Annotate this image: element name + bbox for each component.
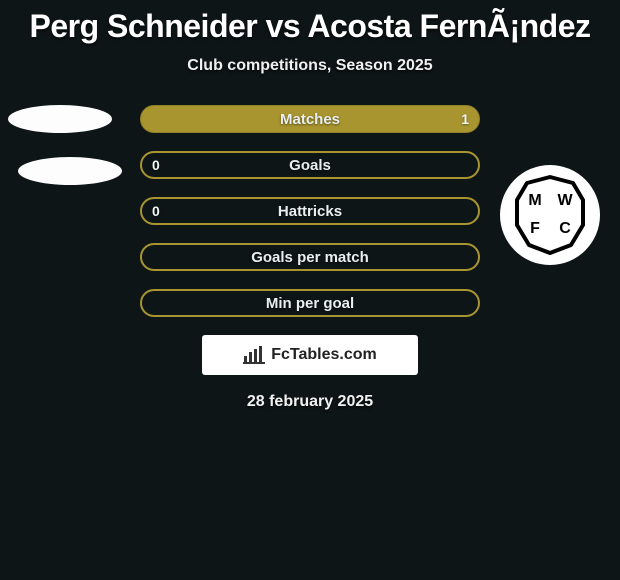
stat-row-min-per-goal: Min per goal bbox=[140, 289, 480, 317]
shield-icon: M W F C bbox=[513, 175, 587, 255]
stat-row-goals: 0 Goals bbox=[140, 151, 480, 179]
stat-label: Goals bbox=[142, 157, 478, 174]
stat-label: Min per goal bbox=[142, 295, 478, 312]
logo-letter-c: C bbox=[559, 220, 571, 237]
logo-letter-f: F bbox=[530, 220, 540, 237]
comparison-area: M W F C Matches 1 0 Goals 0 Hattricks Go… bbox=[0, 105, 620, 411]
stat-bars: Matches 1 0 Goals 0 Hattricks Goals per … bbox=[140, 105, 480, 317]
footer-brand-text: FcTables.com bbox=[271, 346, 377, 364]
stat-label: Goals per match bbox=[142, 249, 478, 266]
stat-row-matches: Matches 1 bbox=[140, 105, 480, 133]
footer-date: 28 february 2025 bbox=[0, 393, 620, 411]
player1-avatar-shape-2 bbox=[18, 157, 122, 185]
page-subtitle: Club competitions, Season 2025 bbox=[0, 57, 620, 75]
bar-chart-icon bbox=[243, 346, 265, 364]
stat-left-value: 0 bbox=[152, 203, 160, 219]
stat-label: Hattricks bbox=[142, 203, 478, 220]
player2-club-logo: M W F C bbox=[500, 165, 600, 265]
player1-avatar-shape-1 bbox=[8, 105, 112, 133]
logo-letter-w: W bbox=[557, 192, 573, 209]
stat-row-goals-per-match: Goals per match bbox=[140, 243, 480, 271]
footer-brand-badge: FcTables.com bbox=[202, 335, 418, 375]
stat-right-value: 1 bbox=[461, 111, 469, 127]
page-title: Perg Schneider vs Acosta FernÃ¡ndez bbox=[0, 0, 620, 45]
stat-label: Matches bbox=[141, 111, 479, 128]
stat-row-hattricks: 0 Hattricks bbox=[140, 197, 480, 225]
logo-letter-m: M bbox=[528, 192, 541, 209]
stat-left-value: 0 bbox=[152, 157, 160, 173]
